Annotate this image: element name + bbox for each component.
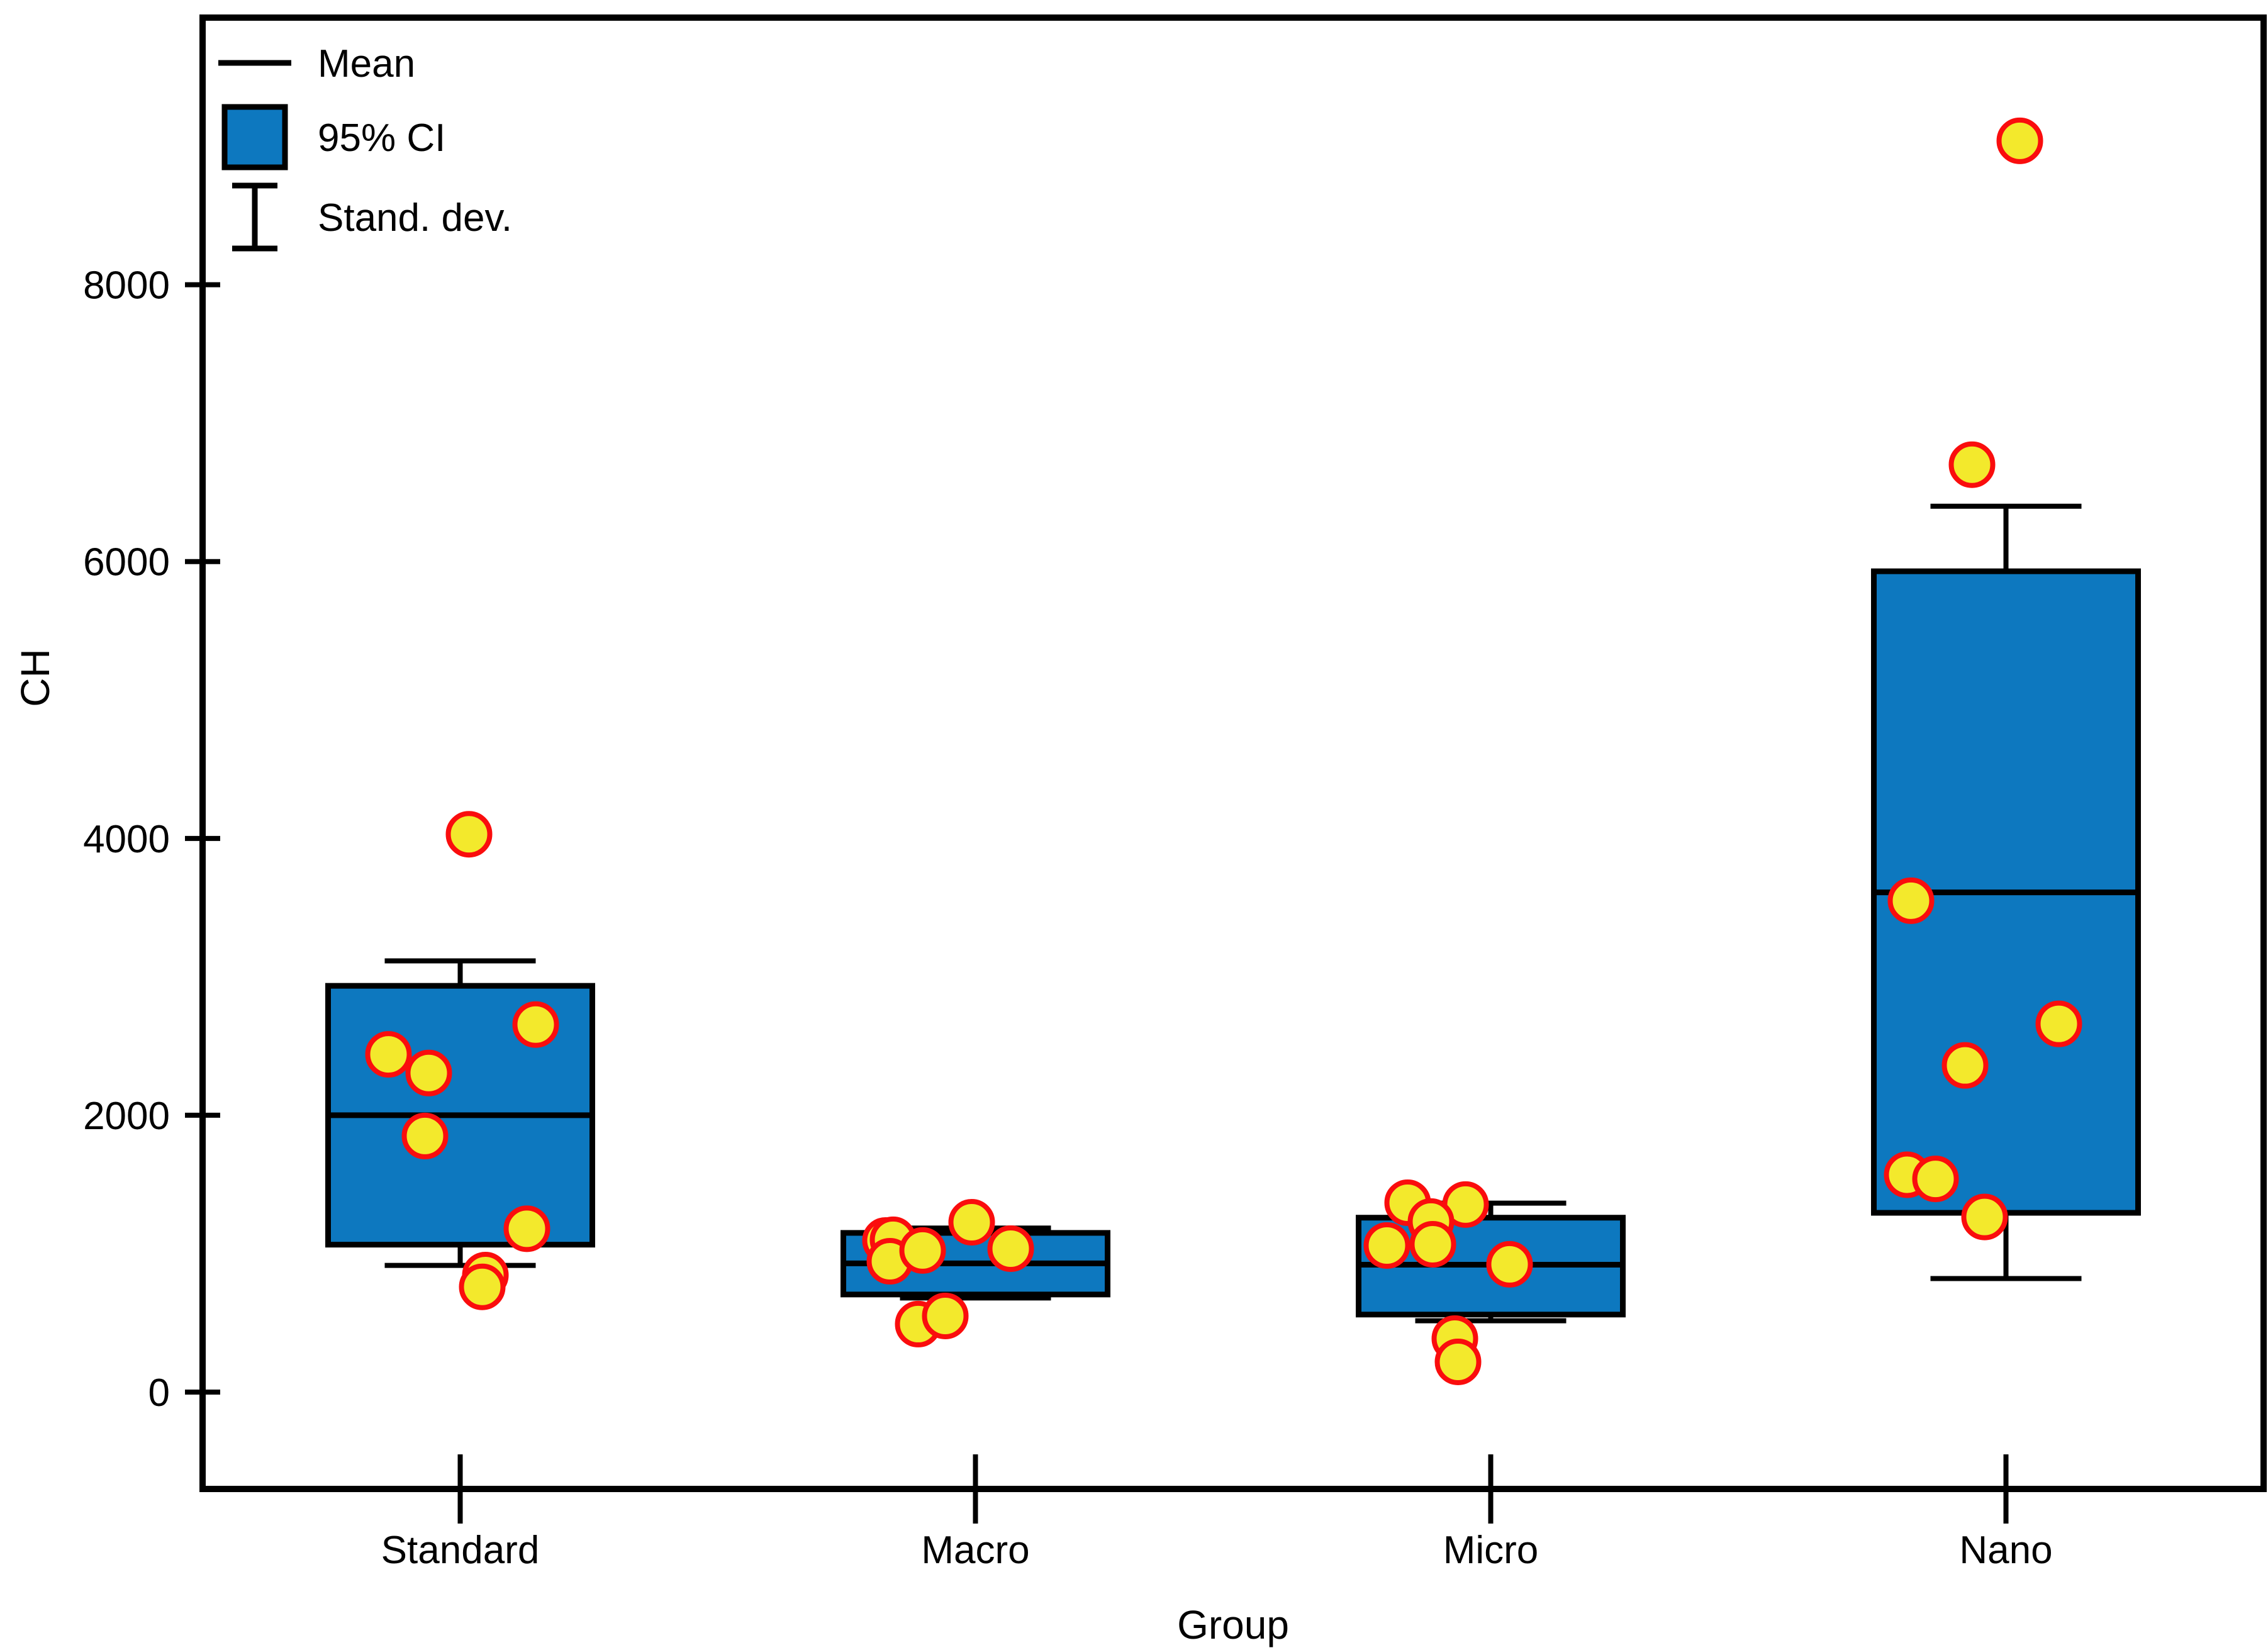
plot-frame [199, 14, 2267, 1492]
x-axis-title: Group [1177, 1602, 1289, 1647]
y-axis-title: CH [13, 649, 58, 706]
data-point [405, 1049, 452, 1096]
x-axis-category-label: Nano [1959, 1529, 2052, 1572]
data-point [1434, 1339, 1482, 1386]
y-axis-tick-label: 8000 [83, 264, 170, 308]
data-point [1912, 1156, 1959, 1203]
y-axis-tick-label: 0 [148, 1371, 170, 1415]
y-axis-tick-label: 2000 [83, 1095, 170, 1138]
data-point [2035, 1000, 2082, 1047]
data-point [1941, 1042, 1989, 1089]
data-point [1363, 1222, 1411, 1269]
data-point [1996, 117, 2043, 164]
data-point [987, 1225, 1034, 1273]
legend-label-2: Stand. dev. [318, 196, 512, 240]
y-axis-tick-label: 4000 [83, 818, 170, 861]
data-point [445, 811, 493, 858]
data-point [1409, 1220, 1456, 1268]
legend-ci-box-symbol [221, 104, 288, 170]
data-point [1961, 1193, 2008, 1240]
data-point [365, 1031, 412, 1078]
x-axis-category-label: Macro [921, 1529, 1029, 1572]
data-point [922, 1292, 969, 1339]
x-axis-category-label: Micro [1443, 1529, 1539, 1572]
legend-label-0: Mean [318, 42, 415, 86]
y-axis-tick-label: 6000 [83, 541, 170, 584]
data-point [948, 1198, 995, 1246]
legend-label-1: 95% CI [318, 116, 445, 160]
x-axis-category-label: Standard [381, 1529, 540, 1572]
data-point [899, 1227, 946, 1274]
data-point [503, 1205, 550, 1252]
data-point [401, 1112, 449, 1159]
data-point [512, 1001, 559, 1048]
data-point [459, 1263, 506, 1310]
data-point [1948, 441, 1996, 488]
data-point [1887, 877, 1935, 924]
data-point [1486, 1240, 1533, 1288]
